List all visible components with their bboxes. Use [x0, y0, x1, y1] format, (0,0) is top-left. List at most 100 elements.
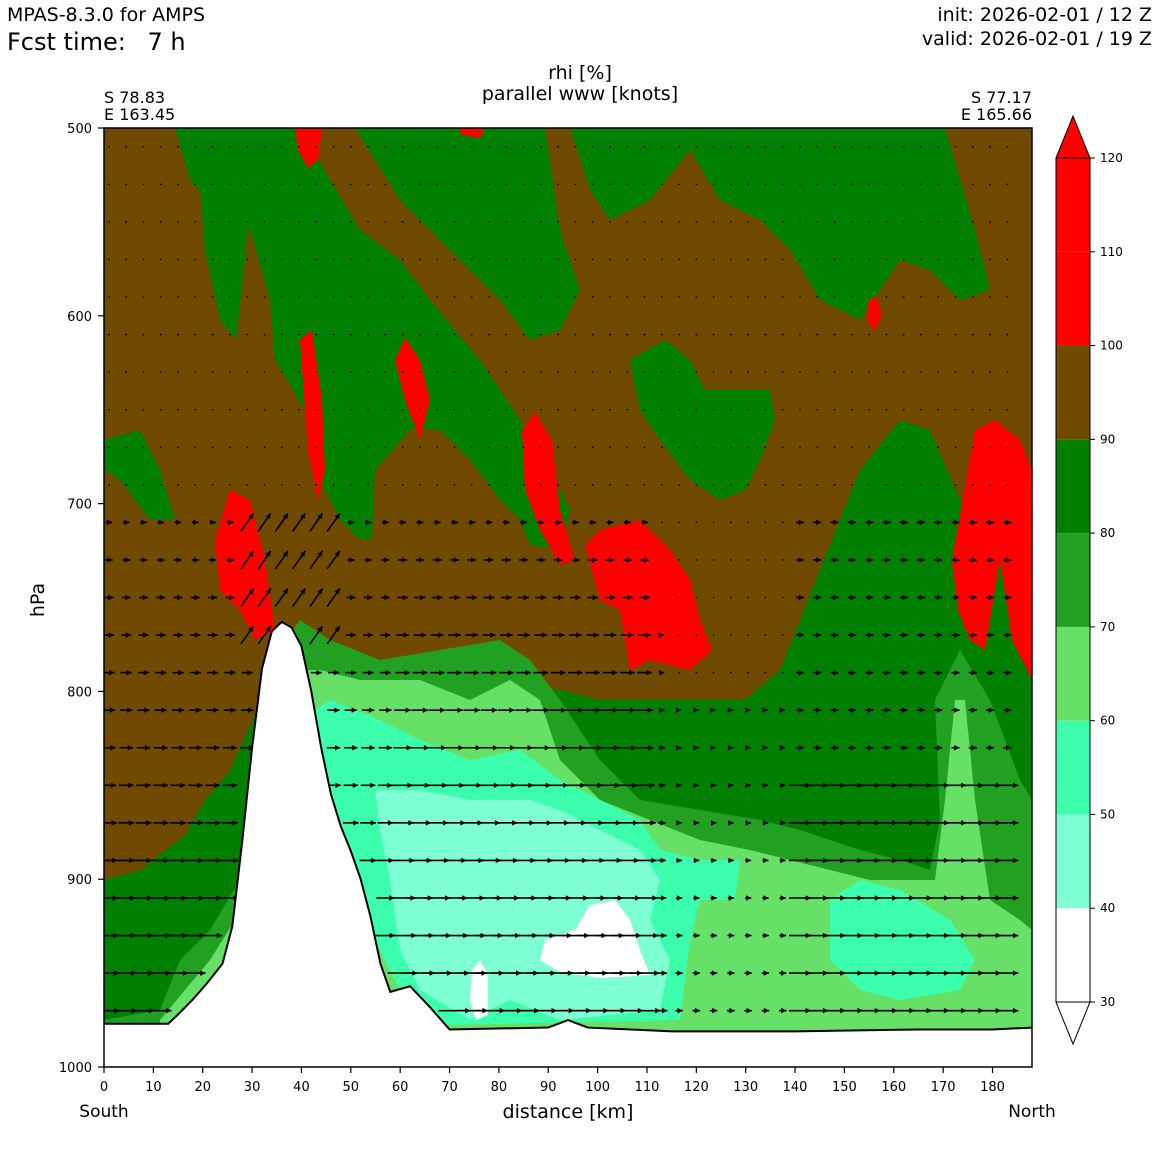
wind-arrow-dot	[228, 446, 231, 449]
init-time: init: 2026-02-01 / 12 Z	[937, 4, 1152, 26]
wind-arrow-dot	[920, 483, 922, 486]
wind-arrow-head	[988, 745, 995, 751]
wind-arrow-head	[538, 519, 545, 526]
wind-arrow-dot	[280, 333, 283, 336]
wind-arrow-head	[177, 594, 183, 601]
wind-arrow-dot	[177, 221, 179, 223]
wind-arrow-head	[383, 557, 390, 563]
wind-arrow-dot	[1006, 145, 1009, 148]
wind-arrow-dot	[315, 258, 318, 261]
wind-arrow-dot	[678, 671, 680, 674]
wind-arrow-dot	[989, 183, 991, 186]
wind-arrow-dot	[332, 145, 335, 148]
wind-arrow-dot	[660, 371, 663, 374]
wind-arrow-dot	[643, 333, 646, 336]
wind-arrow-head	[902, 632, 908, 638]
wind-arrow-dot	[799, 183, 801, 186]
wind-arrow-head	[177, 632, 184, 638]
wind-arrow-head	[159, 594, 166, 601]
wind-arrow-dot	[868, 483, 871, 486]
wind-arrow-head	[677, 1007, 683, 1014]
wind-arrow-dot	[609, 258, 611, 261]
wind-arrow-dot	[142, 145, 145, 148]
wind-arrow-head	[562, 745, 568, 751]
wind-arrow-head	[763, 1007, 770, 1014]
wind-arrow-head	[711, 895, 717, 901]
wind-arrow-dot	[902, 483, 905, 486]
wind-arrow-dot	[1006, 221, 1009, 223]
rh-band-90-100	[355, 128, 580, 340]
colorbar-extend-max	[1055, 114, 1091, 159]
wind-arrow-dot	[522, 296, 525, 298]
wind-arrow-dot	[349, 371, 352, 374]
wind-arrow-dot	[349, 446, 352, 449]
wind-arrow-head	[1005, 669, 1012, 676]
wind-arrow-head	[642, 519, 648, 526]
wind-arrow-dot	[522, 183, 525, 186]
wind-arrow-dot	[781, 296, 784, 298]
wind-arrow-dot	[989, 446, 991, 449]
wind-arrow-head	[421, 669, 428, 676]
wind-arrow-dot	[419, 446, 421, 449]
wind-arrow-head	[405, 707, 411, 713]
wind-arrow-head	[763, 932, 769, 939]
wind-arrow-dot	[660, 221, 663, 223]
wind-arrow-dot	[505, 258, 508, 261]
wind-arrow-dot	[816, 371, 819, 374]
wind-arrow-dot	[298, 258, 300, 261]
wind-arrow-dot	[954, 446, 957, 449]
chart-subtitle: parallel www [knots]	[482, 83, 678, 105]
wind-arrow-head	[179, 745, 185, 751]
wind-arrow-head	[867, 519, 874, 526]
colorbar-tick-label: 120	[1100, 151, 1123, 165]
wind-arrow-dot	[367, 183, 369, 186]
wind-arrow-head	[659, 707, 665, 713]
wind-arrow-dot	[384, 296, 387, 298]
wind-arrow-head	[659, 669, 665, 676]
wind-arrow-head	[919, 707, 925, 713]
wind-arrow-dot	[799, 446, 801, 449]
wind-arrow-dot	[557, 483, 560, 486]
wind-arrow-head	[488, 557, 494, 563]
wind-arrow-dot	[902, 221, 905, 223]
colorbar-tick-label: 60	[1100, 714, 1115, 728]
colorbar-segment	[1056, 814, 1090, 909]
wind-arrow-dot	[695, 333, 698, 336]
wind-arrow-head	[161, 669, 167, 676]
wind-arrow-head	[458, 745, 464, 751]
wind-arrow-dot	[799, 145, 801, 148]
wind-arrow-dot	[695, 296, 698, 298]
wind-arrow-dot	[401, 221, 404, 223]
wind-arrow-head	[386, 745, 393, 751]
wind-arrow-head	[798, 669, 804, 676]
wind-arrow-head	[815, 594, 822, 601]
wind-arrow-dot	[211, 446, 214, 449]
wind-arrow-dot	[263, 221, 266, 223]
wind-arrow-head	[661, 932, 667, 939]
wind-arrow-head	[147, 895, 153, 901]
wind-arrow-dot	[505, 145, 508, 148]
wind-arrow-dot	[609, 446, 611, 449]
wind-arrow-head	[403, 632, 410, 638]
wind-arrow-dot	[522, 145, 525, 148]
x-tick-label: 20	[194, 1080, 211, 1095]
wind-arrow-head	[574, 557, 580, 563]
wind-arrow-head	[1012, 857, 1019, 864]
wind-arrow-dot	[1006, 183, 1009, 186]
wind-arrow-dot	[470, 483, 473, 486]
wind-arrow-dot	[159, 296, 162, 298]
wind-arrow-head	[351, 707, 357, 713]
wind-arrow-dot	[142, 296, 145, 298]
wind-arrow-dot	[436, 446, 439, 449]
wind-arrow-head	[578, 707, 584, 713]
wind-arrow-head	[576, 632, 582, 638]
y-tick-label: 500	[67, 122, 92, 137]
wind-arrow-dot	[436, 333, 439, 336]
wind-arrow-head	[178, 669, 184, 676]
wind-arrow-dot	[937, 145, 940, 148]
wind-arrow-dot	[159, 483, 162, 486]
wind-arrow-dot	[246, 296, 249, 298]
wind-arrow-dot	[108, 183, 110, 186]
wind-arrow-dot	[436, 258, 439, 261]
wind-arrow-dot	[280, 183, 283, 186]
